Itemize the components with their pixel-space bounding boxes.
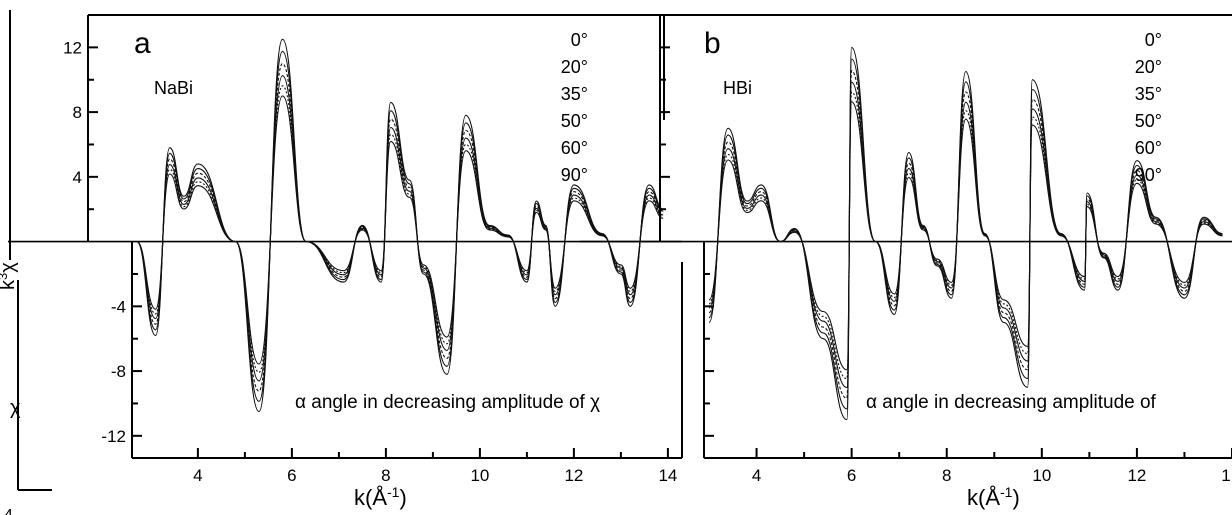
panel-b-x-tick-label: 6	[847, 466, 856, 485]
panel-a-series-90°	[136, 95, 664, 365]
left-fragment-chi-symbol: χ	[10, 397, 21, 419]
panel-b-x-tick-label: 12	[1127, 466, 1146, 485]
panel-a-y-tick-label: -12	[101, 427, 126, 446]
panel-a-legend-entry: 50°	[561, 111, 588, 131]
panel-b-x-tick-label: 1	[1221, 466, 1230, 485]
panel-a-y-tick-label: 8	[73, 103, 82, 122]
panel-a-x-tick-label: 6	[287, 466, 296, 485]
panel-b: 4 6 8 10 12 1 b HBi 0° 20° 35° 50° 60° 90° α angle…	[580, 14, 1232, 510]
panel-b-series-60°	[708, 91, 1223, 380]
panel-b-annotation: α angle in decreasing amplitude of	[866, 392, 1157, 413]
panel-a-label: a	[134, 27, 151, 60]
panel-b-x-axis-label: k(Å-1)	[967, 484, 1020, 510]
panel-a-legend-entry: 0°	[571, 30, 588, 50]
panel-a-legend: 0° 20° 35° 50° 60° 90°	[561, 30, 588, 185]
panel-a-legend-entry: 90°	[561, 165, 588, 185]
panel-a-x-axis-label: k(Å-1)	[354, 484, 407, 510]
panel-a-y-axis-label: k3χ	[0, 262, 19, 290]
panel-b-series-90°	[708, 101, 1223, 371]
panel-a-y-tick-label: 12	[63, 38, 82, 57]
panel-a-x-tick-label: 10	[470, 466, 489, 485]
panel-b-x-tick-label: 4	[752, 466, 761, 485]
panel-a-legend-entry: 60°	[561, 138, 588, 158]
panel-a-series-60°	[136, 85, 664, 373]
panel-a-x-tick-label: 12	[564, 466, 583, 485]
panel-b-legend-entry: 50°	[1135, 111, 1162, 131]
panel-a-x-tick-label: 14	[658, 466, 677, 485]
left-fragment-axis: χ 4	[4, 10, 52, 515]
panel-a-sample-name: NaBi	[154, 78, 193, 98]
panel-a-annotation: α angle in decreasing amplitude of χ	[295, 392, 600, 413]
panel-b-legend-entry: 90°	[1135, 165, 1162, 185]
panel-a-legend-entry: 35°	[561, 84, 588, 104]
panel-b-legend: 0° 20° 35° 50° 60° 90°	[1135, 30, 1162, 185]
panel-b-x-tick-label: 8	[942, 466, 951, 485]
panel-a-y-tick-label: 4	[73, 168, 82, 187]
panel-b-legend-entry: 60°	[1135, 138, 1162, 158]
panel-a-x-tick-label: 8	[381, 466, 390, 485]
panel-b-x-tick-label: 10	[1032, 466, 1051, 485]
panel-b-legend-entry: 0°	[1145, 30, 1162, 50]
panel-a-legend-entry: 20°	[561, 57, 588, 77]
panel-a: 12 8 4 -4 -8 -12 4 6 8 10 12 14 a NaBi 0° 20° 35° 50° 6…	[0, 14, 683, 510]
panel-a-y-tick-label: -8	[111, 362, 126, 381]
panel-b-legend-entry: 20°	[1135, 57, 1162, 77]
panel-a-y-tick-label: -4	[111, 297, 126, 316]
left-fragment-x-tick: 4	[4, 507, 13, 515]
panel-b-legend-entry: 35°	[1135, 84, 1162, 104]
panel-a-x-tick-label: 4	[193, 466, 202, 485]
panel-b-label: b	[704, 27, 721, 60]
panel-b-sample-name: HBi	[723, 78, 752, 98]
